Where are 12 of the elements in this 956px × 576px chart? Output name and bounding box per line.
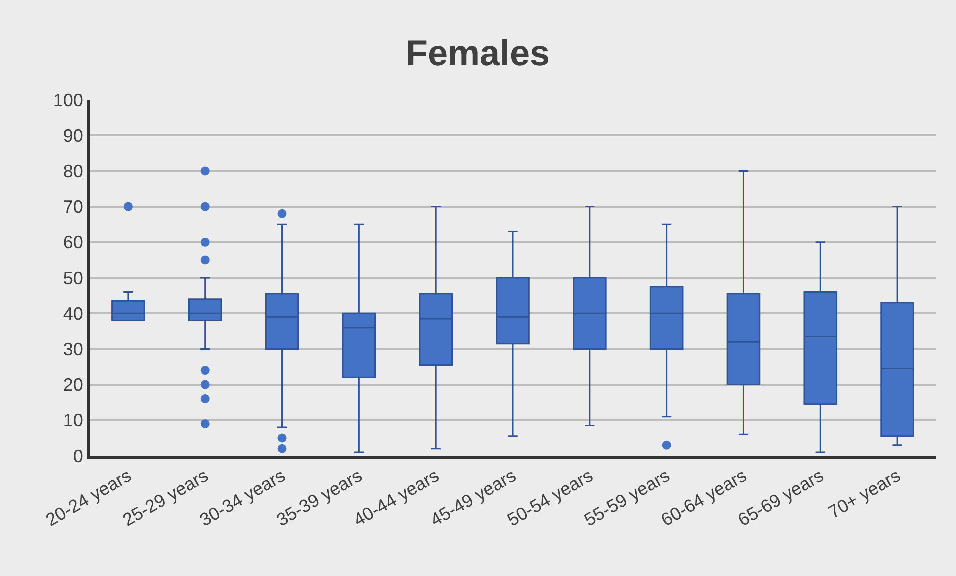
y-tick-label: 40	[63, 304, 84, 324]
y-tick-label: 10	[63, 410, 84, 431]
y-tick-label: 70	[63, 197, 84, 218]
y-tick-label: 0	[73, 446, 84, 466]
y-tick-label: 50	[63, 268, 84, 288]
y-tick-label: 100	[53, 90, 84, 110]
y-tick-label: 30	[63, 340, 84, 360]
y-tick-label: 60	[63, 232, 84, 253]
chart-title: Females	[406, 32, 550, 74]
y-tick-label: 90	[63, 126, 84, 146]
y-tick-label: 80	[63, 162, 84, 182]
y-tick-label: 20	[63, 375, 84, 396]
